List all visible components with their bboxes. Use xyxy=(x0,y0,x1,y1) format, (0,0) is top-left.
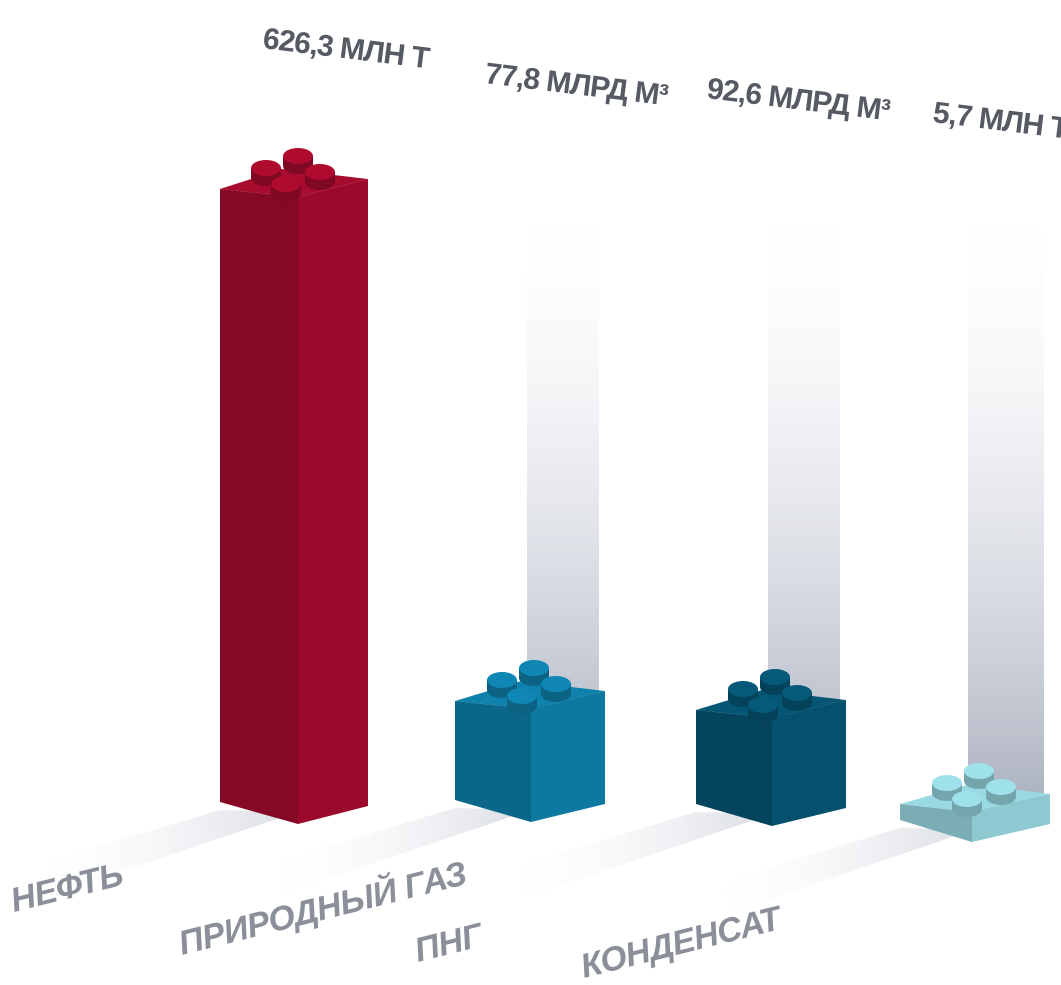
bar-stud xyxy=(271,176,301,202)
floor-shadow-neft xyxy=(20,810,298,895)
value-label-prirodny-gaz: 77,8 МЛРД М³ xyxy=(483,57,670,112)
bar-front-face xyxy=(220,189,298,824)
bar-stud xyxy=(986,779,1016,805)
bar-front-face xyxy=(696,710,772,826)
value-label-neft: 626,3 МЛН Т xyxy=(261,22,431,75)
value-label-png: 92,6 МЛРД М³ xyxy=(705,72,892,127)
bar-side-face xyxy=(298,179,368,824)
bar-shadow-prirodny-gaz xyxy=(527,190,599,798)
value-label-kondensat: 5,7 МЛН Т xyxy=(931,96,1061,145)
category-label-kondensat: КОНДЕНСАТ xyxy=(577,899,788,985)
category-label-png: ПНГ xyxy=(411,916,489,970)
floor-shadow-kondensat xyxy=(700,828,972,913)
bar-stud xyxy=(748,697,778,723)
bar-stud xyxy=(541,676,571,702)
bars-layer xyxy=(220,148,1050,842)
bar-stud xyxy=(283,148,313,174)
bar-side-face xyxy=(972,794,1050,842)
floor-shadow-prirodny-gaz xyxy=(255,808,531,893)
bar-front-face xyxy=(455,701,531,822)
floor-shadow-png xyxy=(496,812,772,897)
bar-shadow-png xyxy=(768,190,840,802)
bar-side-face xyxy=(772,700,846,826)
bar-side-face xyxy=(531,691,605,822)
bar-shadow-kondensat xyxy=(968,190,1044,818)
bar-stud xyxy=(305,164,335,190)
bar-neft xyxy=(220,148,368,824)
bar-stud xyxy=(507,688,537,714)
bar-prirodny-gaz xyxy=(455,660,605,822)
bar-stud xyxy=(782,685,812,711)
bar-kondensat xyxy=(900,763,1050,842)
bar-stud xyxy=(952,791,982,817)
bar-png xyxy=(696,669,846,826)
bar-front-face xyxy=(900,804,972,842)
